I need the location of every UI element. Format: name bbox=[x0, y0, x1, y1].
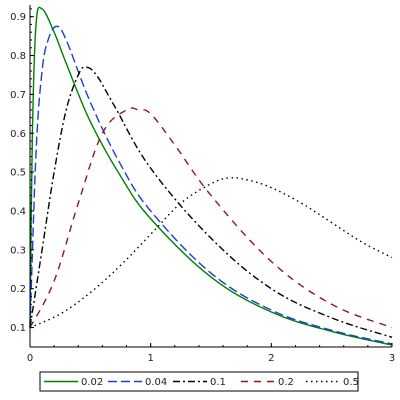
x-tick-label: 0 bbox=[27, 353, 33, 364]
series-line-0-04 bbox=[29, 25, 393, 345]
legend-label: 0.02 bbox=[81, 377, 103, 388]
series-line-0-2 bbox=[29, 107, 393, 329]
y-tick-label: 0.7 bbox=[10, 90, 26, 101]
y-tick-label: 0.4 bbox=[10, 206, 26, 217]
series-layer bbox=[29, 6, 393, 346]
x-tick-label: 1 bbox=[147, 353, 153, 364]
y-tick-label: 0.1 bbox=[10, 323, 26, 334]
x-tick-label: 2 bbox=[268, 353, 274, 364]
y-tick-label: 0.8 bbox=[10, 51, 26, 62]
series-line-0-5 bbox=[29, 177, 393, 329]
legend: 0.02 0.04 0.1 0.2 0.5 bbox=[39, 371, 359, 392]
y-tick-label: 0.5 bbox=[10, 168, 26, 179]
legend-label: 0.5 bbox=[343, 377, 359, 388]
y-tick-label: 0.6 bbox=[10, 129, 26, 140]
y-tick-label: 0.3 bbox=[10, 245, 26, 256]
series-line-0-02 bbox=[29, 6, 393, 346]
x-tick-label: 3 bbox=[389, 353, 395, 364]
y-tick-label: 0.2 bbox=[10, 284, 26, 295]
axes-layer: 0 1 2 3 0.1 0.2 0.3 0.4 0.5 0.6 0.7 0.8 0.9 bbox=[10, 5, 395, 364]
y-tick-label: 0.9 bbox=[10, 12, 26, 23]
legend-label: 0.1 bbox=[210, 377, 226, 388]
legend-label: 0.2 bbox=[278, 377, 294, 388]
legend-label: 0.04 bbox=[145, 377, 167, 388]
